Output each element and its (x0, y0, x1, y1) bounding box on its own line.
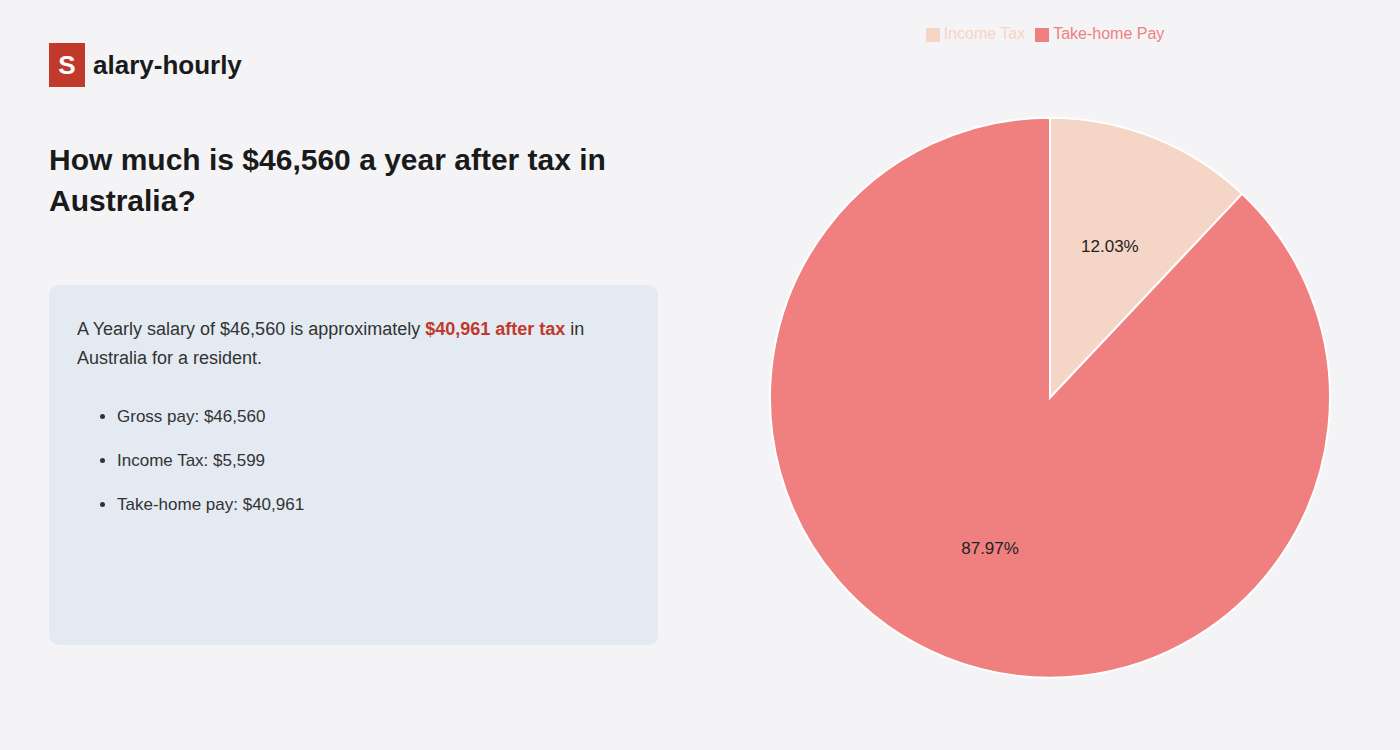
html-text:Gross pay: $46,560: Gross pay: $46,560 (117, 406, 266, 426)
html-text:Take-home pay: $40,961: Take-home pay: $40,961 (117, 494, 305, 514)
html-text:Income Tax: $5,599: Income Tax: $5,599 (117, 450, 266, 470)
html-text:alary-hourly: alary-hourly (93, 49, 242, 80)
svg-text:87.97%: 87.97% (961, 539, 1019, 558)
html-text:Australia for a resident.: Australia for a resident. (77, 347, 263, 368)
svg-text:12.03%: 12.03% (1081, 237, 1139, 256)
html-text:S: S (58, 49, 76, 80)
html-text:How much is $46,560 a year aft: How much is $46,560 a year after tax in … (49, 143, 606, 217)
html-text:Income Tax: Income Tax (943, 25, 1026, 42)
html-text:Take-home Pay: Take-home Pay (1053, 25, 1165, 42)
html-text:A Yearly salary of $46,560 is: A Yearly salary of $46,560 is approximat… (77, 319, 585, 339)
